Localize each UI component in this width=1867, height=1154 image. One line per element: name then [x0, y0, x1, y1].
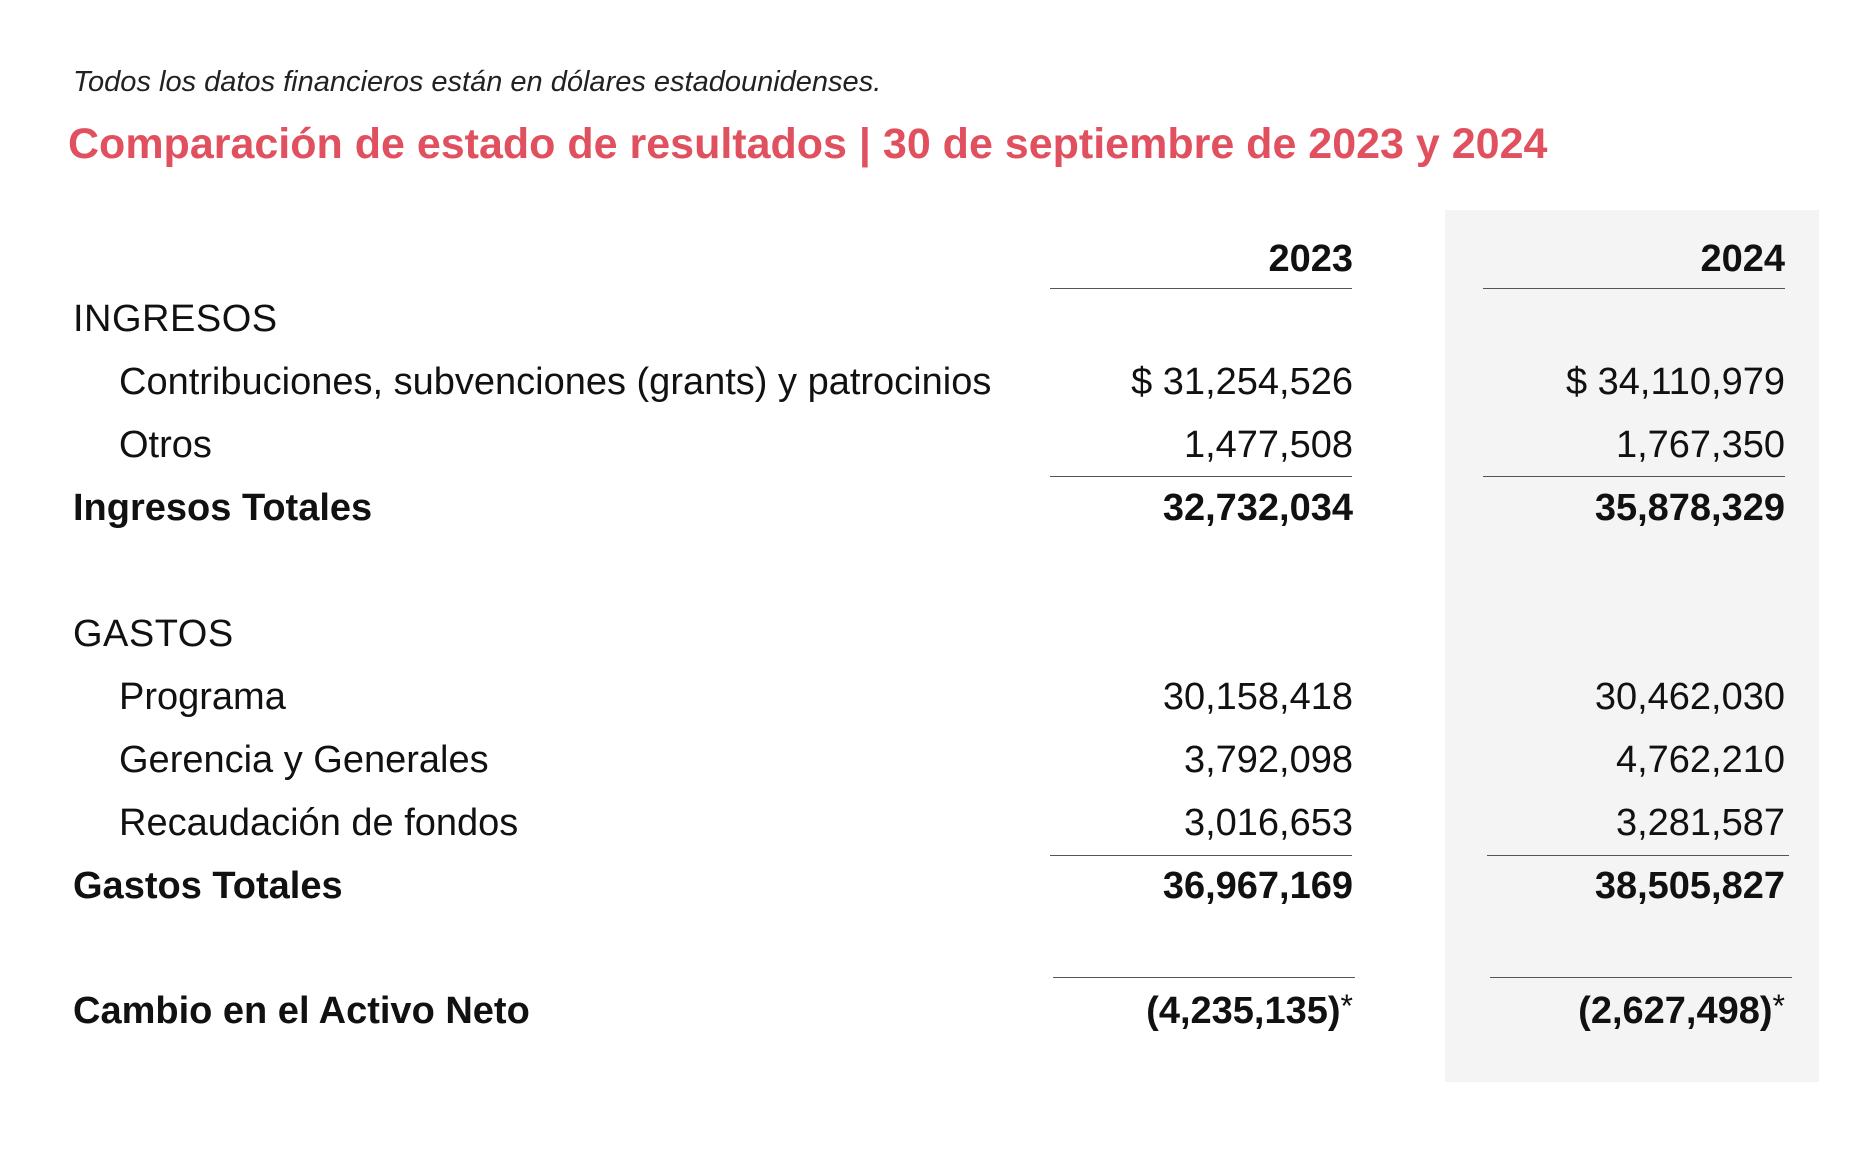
net-change-2023-value: (4,235,135): [1146, 990, 1341, 1032]
row-label: Otros: [119, 424, 212, 466]
net-rule-2024: [1490, 977, 1792, 978]
column-header-row: 2023 2024: [0, 238, 1867, 294]
total-2023: 36,967,169: [1162, 865, 1353, 907]
column-header-2023: 2023: [1268, 238, 1353, 280]
value-2023: 1,477,508: [1183, 424, 1353, 466]
currency-note: Todos los datos financieros están en dól…: [73, 66, 882, 98]
net-change-2024: (2,627,498)*: [1578, 988, 1785, 1033]
value-2024: $ 34,110,979: [1565, 361, 1785, 403]
net-change-row: Cambio en el Activo Neto (4,235,135)* (2…: [0, 988, 1867, 1046]
value-2024: 3,281,587: [1615, 802, 1785, 844]
table-row: Gerencia y Generales 3,792,098 4,762,210: [0, 739, 1867, 795]
row-label: Gerencia y Generales: [119, 739, 489, 781]
subtotal-rule-2024: [1487, 855, 1789, 856]
header-rule-2023: [1050, 288, 1352, 289]
income-heading: INGRESOS: [73, 298, 278, 340]
column-2024-highlight: [1445, 210, 1819, 1082]
value-2024: 30,462,030: [1594, 676, 1785, 718]
row-label: Contribuciones, subvenciones (grants) y …: [119, 361, 992, 403]
subtotal-rule-2024: [1483, 476, 1785, 477]
row-label: Programa: [119, 676, 286, 718]
footnote-marker: *: [1340, 988, 1353, 1024]
footnote-marker: *: [1772, 988, 1785, 1024]
value-2023: 3,016,653: [1183, 802, 1353, 844]
table-row: Contribuciones, subvenciones (grants) y …: [0, 361, 1867, 417]
total-row: Ingresos Totales 32,732,034 35,878,329: [0, 487, 1867, 543]
net-change-2024-value: (2,627,498): [1578, 990, 1773, 1032]
value-2023: 30,158,418: [1162, 676, 1353, 718]
subtotal-rule-2023: [1050, 476, 1352, 477]
value-2023: $ 31,254,526: [1131, 361, 1353, 403]
table-row: Recaudación de fondos 3,016,653 3,281,58…: [0, 802, 1867, 858]
total-2024: 38,505,827: [1594, 865, 1785, 907]
subtotal-rule-2023: [1050, 855, 1352, 856]
table-row: Otros 1,477,508 1,767,350: [0, 424, 1867, 480]
expenses-heading: GASTOS: [73, 613, 234, 655]
total-label: Gastos Totales: [73, 865, 343, 907]
total-label: Ingresos Totales: [73, 487, 373, 529]
expenses-section-heading: GASTOS: [0, 613, 1867, 669]
header-rule-2024: [1483, 288, 1785, 289]
net-change-label: Cambio en el Activo Neto: [73, 990, 530, 1032]
total-row: Gastos Totales 36,967,169 38,505,827: [0, 865, 1867, 921]
row-label: Recaudación de fondos: [119, 802, 519, 844]
value-2024: 1,767,350: [1615, 424, 1785, 466]
net-change-2023: (4,235,135)*: [1146, 988, 1353, 1033]
total-2023: 32,732,034: [1162, 487, 1353, 529]
total-2024: 35,878,329: [1594, 487, 1785, 529]
net-rule-2023: [1053, 977, 1355, 978]
column-header-2024: 2024: [1700, 238, 1785, 280]
value-2024: 4,762,210: [1615, 739, 1785, 781]
table-row: Programa 30,158,418 30,462,030: [0, 676, 1867, 732]
page-title: Comparación de estado de resultados | 30…: [68, 120, 1548, 168]
income-section-heading: INGRESOS: [0, 298, 1867, 354]
value-2023: 3,792,098: [1183, 739, 1353, 781]
